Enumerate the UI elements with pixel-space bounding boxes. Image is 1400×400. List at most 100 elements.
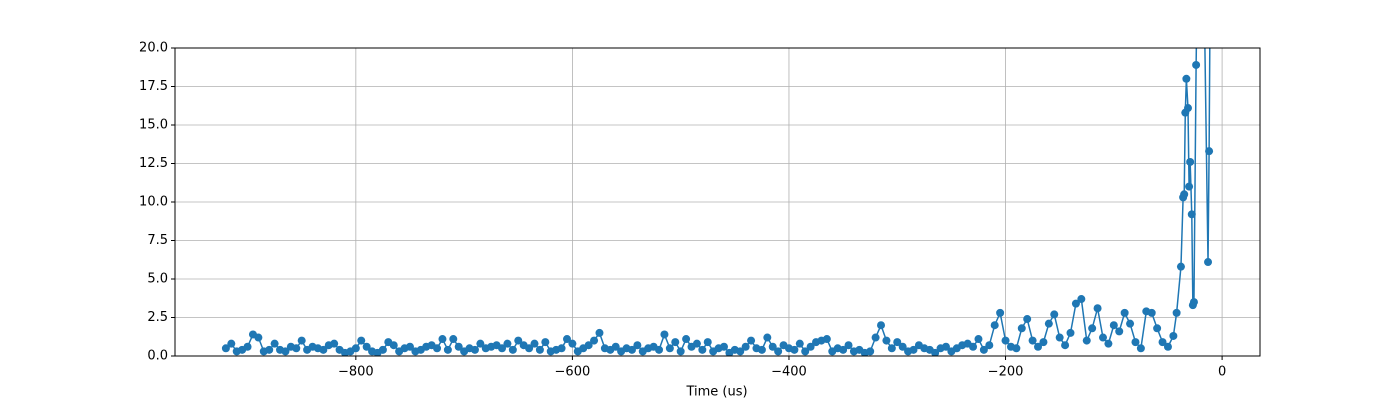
x-tick-label: −600 (555, 365, 591, 380)
marker (1120, 308, 1129, 317)
marker (1172, 308, 1181, 317)
marker (1028, 336, 1037, 345)
marker (979, 345, 988, 354)
marker (292, 344, 301, 353)
marker (741, 342, 750, 351)
marker (535, 345, 544, 354)
marker (389, 341, 398, 350)
marker (893, 338, 902, 347)
marker (514, 336, 523, 345)
marker (1093, 304, 1102, 313)
marker (1034, 342, 1043, 351)
plot-area (221, 48, 1214, 356)
marker (871, 333, 880, 342)
marker (351, 344, 360, 353)
marker (562, 335, 571, 344)
marker (1136, 344, 1145, 353)
marker (801, 347, 810, 356)
marker (996, 308, 1005, 317)
marker (595, 328, 604, 337)
marker (806, 342, 815, 351)
series-line (225, 48, 1211, 354)
marker (1180, 190, 1189, 199)
marker (433, 344, 442, 353)
marker (1176, 262, 1185, 271)
marker (1205, 147, 1214, 156)
marker (931, 348, 940, 356)
marker (719, 342, 728, 351)
marker (990, 321, 999, 330)
ticks: −800 −600 −400 −200 0 0.0 2.5 5.0 7.5 10.0 12.5 15.… (139, 41, 1226, 380)
y-tick-label: 0.0 (147, 349, 168, 364)
x-tick-label: −800 (338, 365, 374, 380)
marker (1204, 258, 1213, 267)
marker (1017, 324, 1026, 333)
marker (747, 336, 756, 345)
marker (362, 342, 371, 351)
marker (1109, 321, 1118, 330)
marker (1187, 210, 1196, 219)
marker (330, 339, 339, 348)
marker (1163, 342, 1172, 351)
marker (655, 345, 664, 354)
marker (1050, 310, 1059, 319)
marker (476, 339, 485, 348)
marker (319, 345, 328, 354)
marker (822, 335, 831, 344)
y-tick-label: 15.0 (139, 118, 168, 133)
y-tick-label: 20.0 (139, 41, 168, 56)
y-tick-label: 5.0 (147, 272, 168, 287)
marker (1192, 60, 1201, 69)
marker (882, 336, 891, 345)
marker (795, 339, 804, 348)
marker (1126, 319, 1135, 328)
marker (454, 342, 463, 351)
marker (265, 345, 274, 354)
marker (443, 345, 452, 354)
marker (1182, 74, 1191, 83)
y-tick-label: 10.0 (139, 195, 168, 210)
marker (1001, 336, 1010, 345)
marker (898, 342, 907, 351)
x-tick-label: 0 (1218, 365, 1226, 380)
marker (1055, 333, 1064, 342)
marker (660, 330, 669, 339)
marker (1189, 298, 1198, 307)
marker (671, 338, 680, 347)
marker (1158, 338, 1167, 347)
marker (1183, 104, 1192, 113)
marker (590, 336, 599, 345)
marker (470, 345, 479, 354)
marker (1153, 324, 1162, 333)
marker (1082, 336, 1091, 345)
marker (774, 347, 783, 356)
marker (1061, 341, 1070, 350)
marker (1169, 331, 1178, 340)
marker (790, 345, 799, 354)
marker (1185, 182, 1194, 191)
y-tick-label: 2.5 (147, 310, 168, 325)
marker (698, 345, 707, 354)
marker (1131, 338, 1140, 347)
y-tick-label: 12.5 (139, 156, 168, 171)
marker (227, 339, 236, 348)
marker (378, 345, 387, 354)
marker (1023, 315, 1032, 324)
marker (909, 345, 918, 354)
marker (627, 345, 636, 354)
marker (1186, 157, 1195, 166)
y-tick-label: 17.5 (139, 79, 168, 94)
marker (503, 339, 512, 348)
marker (763, 333, 772, 342)
marker (1044, 319, 1053, 328)
marker (839, 345, 848, 354)
marker (557, 344, 566, 353)
marker (676, 347, 685, 356)
marker (757, 345, 766, 354)
marker (682, 335, 691, 344)
marker (1098, 333, 1107, 342)
marker (541, 338, 550, 347)
y-tick-label: 7.5 (147, 233, 168, 248)
marker (1147, 308, 1156, 317)
marker (270, 339, 279, 348)
